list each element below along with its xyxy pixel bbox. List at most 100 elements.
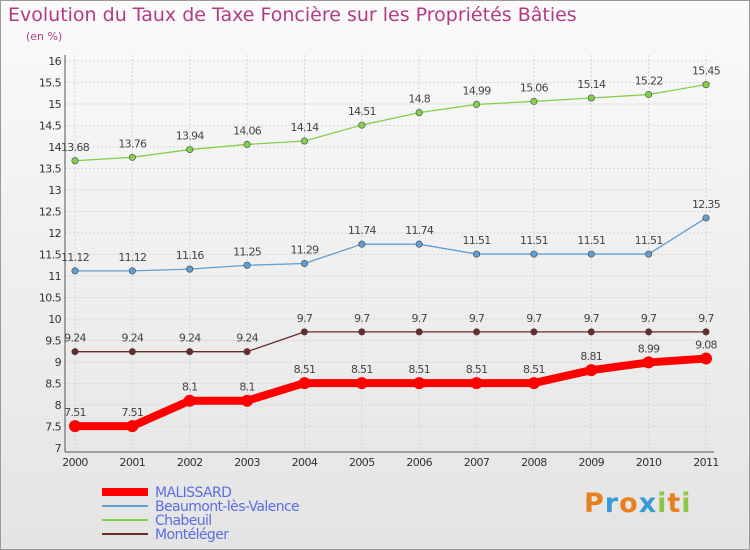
data-point (530, 97, 538, 105)
x-tick-label: 2010 (636, 456, 662, 469)
data-point (585, 364, 598, 377)
data-label: 9.08 (695, 339, 717, 352)
data-label: 8.1 (239, 381, 254, 394)
data-label: 9.7 (526, 312, 542, 325)
data-point (642, 356, 655, 369)
series-line (75, 354, 707, 431)
data-point (126, 420, 139, 433)
data-label: 11.25 (233, 245, 262, 258)
data-point (358, 121, 366, 129)
data-label: 14.14 (290, 121, 319, 134)
data-label: 11.29 (290, 244, 319, 257)
data-label: 7.51 (64, 406, 86, 419)
data-label: 14.51 (348, 105, 376, 118)
legend-label: Beaumont-lès-Valence (155, 499, 299, 515)
x-tick-label: 2009 (578, 456, 604, 469)
data-label: 11.16 (176, 249, 205, 262)
data-point (530, 250, 538, 258)
data-label: 9.7 (584, 312, 600, 325)
data-label: 8.81 (580, 350, 602, 363)
data-label: 13.94 (176, 130, 205, 143)
data-point (128, 267, 136, 275)
x-tick-label: 2001 (120, 456, 146, 469)
y-tick-label: 7 (55, 442, 62, 455)
data-point (415, 328, 423, 336)
x-tick-label: 2011 (693, 456, 719, 469)
y-tick-label: 14 (48, 141, 61, 154)
data-point (243, 261, 251, 269)
data-label: 11.74 (405, 224, 434, 237)
data-label: 13.68 (61, 141, 90, 154)
y-tick-label: 7.5 (45, 421, 61, 434)
data-label: 11.51 (520, 234, 548, 247)
x-tick-label: 2004 (292, 456, 318, 469)
y-tick-label: 11 (48, 270, 61, 283)
data-label: 8.51 (408, 363, 430, 376)
y-tick-label: 9.5 (45, 335, 61, 348)
data-label: 9.7 (297, 312, 313, 325)
data-point (71, 348, 79, 356)
data-point (645, 91, 653, 99)
data-point (300, 328, 308, 336)
y-tick-label: 13 (48, 184, 61, 197)
data-label: 13.76 (118, 137, 147, 150)
data-label: 15.22 (635, 75, 663, 88)
data-point (69, 420, 81, 433)
data-point (355, 377, 368, 390)
legend-label: Montéléger (155, 527, 229, 543)
data-point (702, 81, 710, 89)
y-tick-label: 10.5 (39, 292, 62, 305)
data-label: 9.7 (641, 312, 657, 325)
data-point (473, 328, 481, 336)
legend-label: MALISSARD (155, 485, 231, 501)
data-label: 14.8 (408, 93, 430, 106)
logo-letter: i (681, 488, 692, 519)
data-point (358, 328, 366, 336)
series-beaumont-l-s-valence: 11.12 11.12 11.16 11.25 11.29 11.74 11.74 11.51… (61, 198, 721, 275)
data-label: 7.51 (122, 406, 144, 419)
y-tick-label: 12.5 (39, 206, 62, 219)
series-malissard: 7.51 7.51 8.1 8.1 8.51 8.51 8.51 8.51 8.51 8.81 8.… (64, 339, 718, 433)
y-tick-label: 16 (48, 55, 61, 68)
y-tick-label: 13.5 (39, 163, 62, 176)
data-point (473, 100, 481, 108)
series-line (74, 84, 707, 162)
y-tick-label: 15.5 (39, 77, 62, 90)
data-point (298, 377, 311, 390)
data-point (241, 394, 254, 407)
axes: 7 7.5 8 8.5 9 9.5 10 10.5 11 11.5 12 12.5 13 13.5 14 14… (39, 55, 719, 469)
data-label: 8.51 (523, 363, 545, 376)
logo-letter: x (638, 488, 658, 519)
series-line (75, 217, 707, 272)
logo-letter: i (657, 488, 668, 519)
y-tick-label: 9 (55, 356, 62, 369)
data-label: 15.45 (692, 65, 721, 78)
x-tick-label: 2002 (177, 456, 203, 469)
x-tick-label: 2007 (464, 456, 490, 469)
data-point (413, 377, 426, 390)
data-label: 11.12 (61, 251, 89, 264)
data-point (71, 267, 79, 275)
y-tick-label: 14.5 (39, 120, 62, 133)
data-point (186, 348, 194, 356)
x-tick-label: 2005 (349, 456, 375, 469)
data-label: 9.24 (236, 332, 258, 345)
data-point (702, 328, 710, 336)
data-label: 8.51 (294, 363, 316, 376)
data-point (300, 137, 308, 145)
series-line (75, 331, 706, 353)
data-label: 11.51 (463, 234, 491, 247)
logo-letter: P (584, 488, 605, 519)
data-point (645, 250, 653, 258)
series-layer: 13.68 13.76 13.94 14.06 14.14 14.51 14.8 14.99 1… (61, 65, 721, 433)
data-label: 11.51 (635, 234, 663, 247)
y-tick-label: 8 (55, 399, 62, 412)
data-label: 8.99 (638, 342, 660, 355)
data-label: 8.51 (351, 363, 373, 376)
data-label: 9.7 (411, 312, 427, 325)
data-point (186, 265, 194, 273)
data-point (186, 146, 194, 154)
x-tick-label: 2000 (62, 456, 88, 469)
data-label: 11.12 (118, 251, 146, 264)
